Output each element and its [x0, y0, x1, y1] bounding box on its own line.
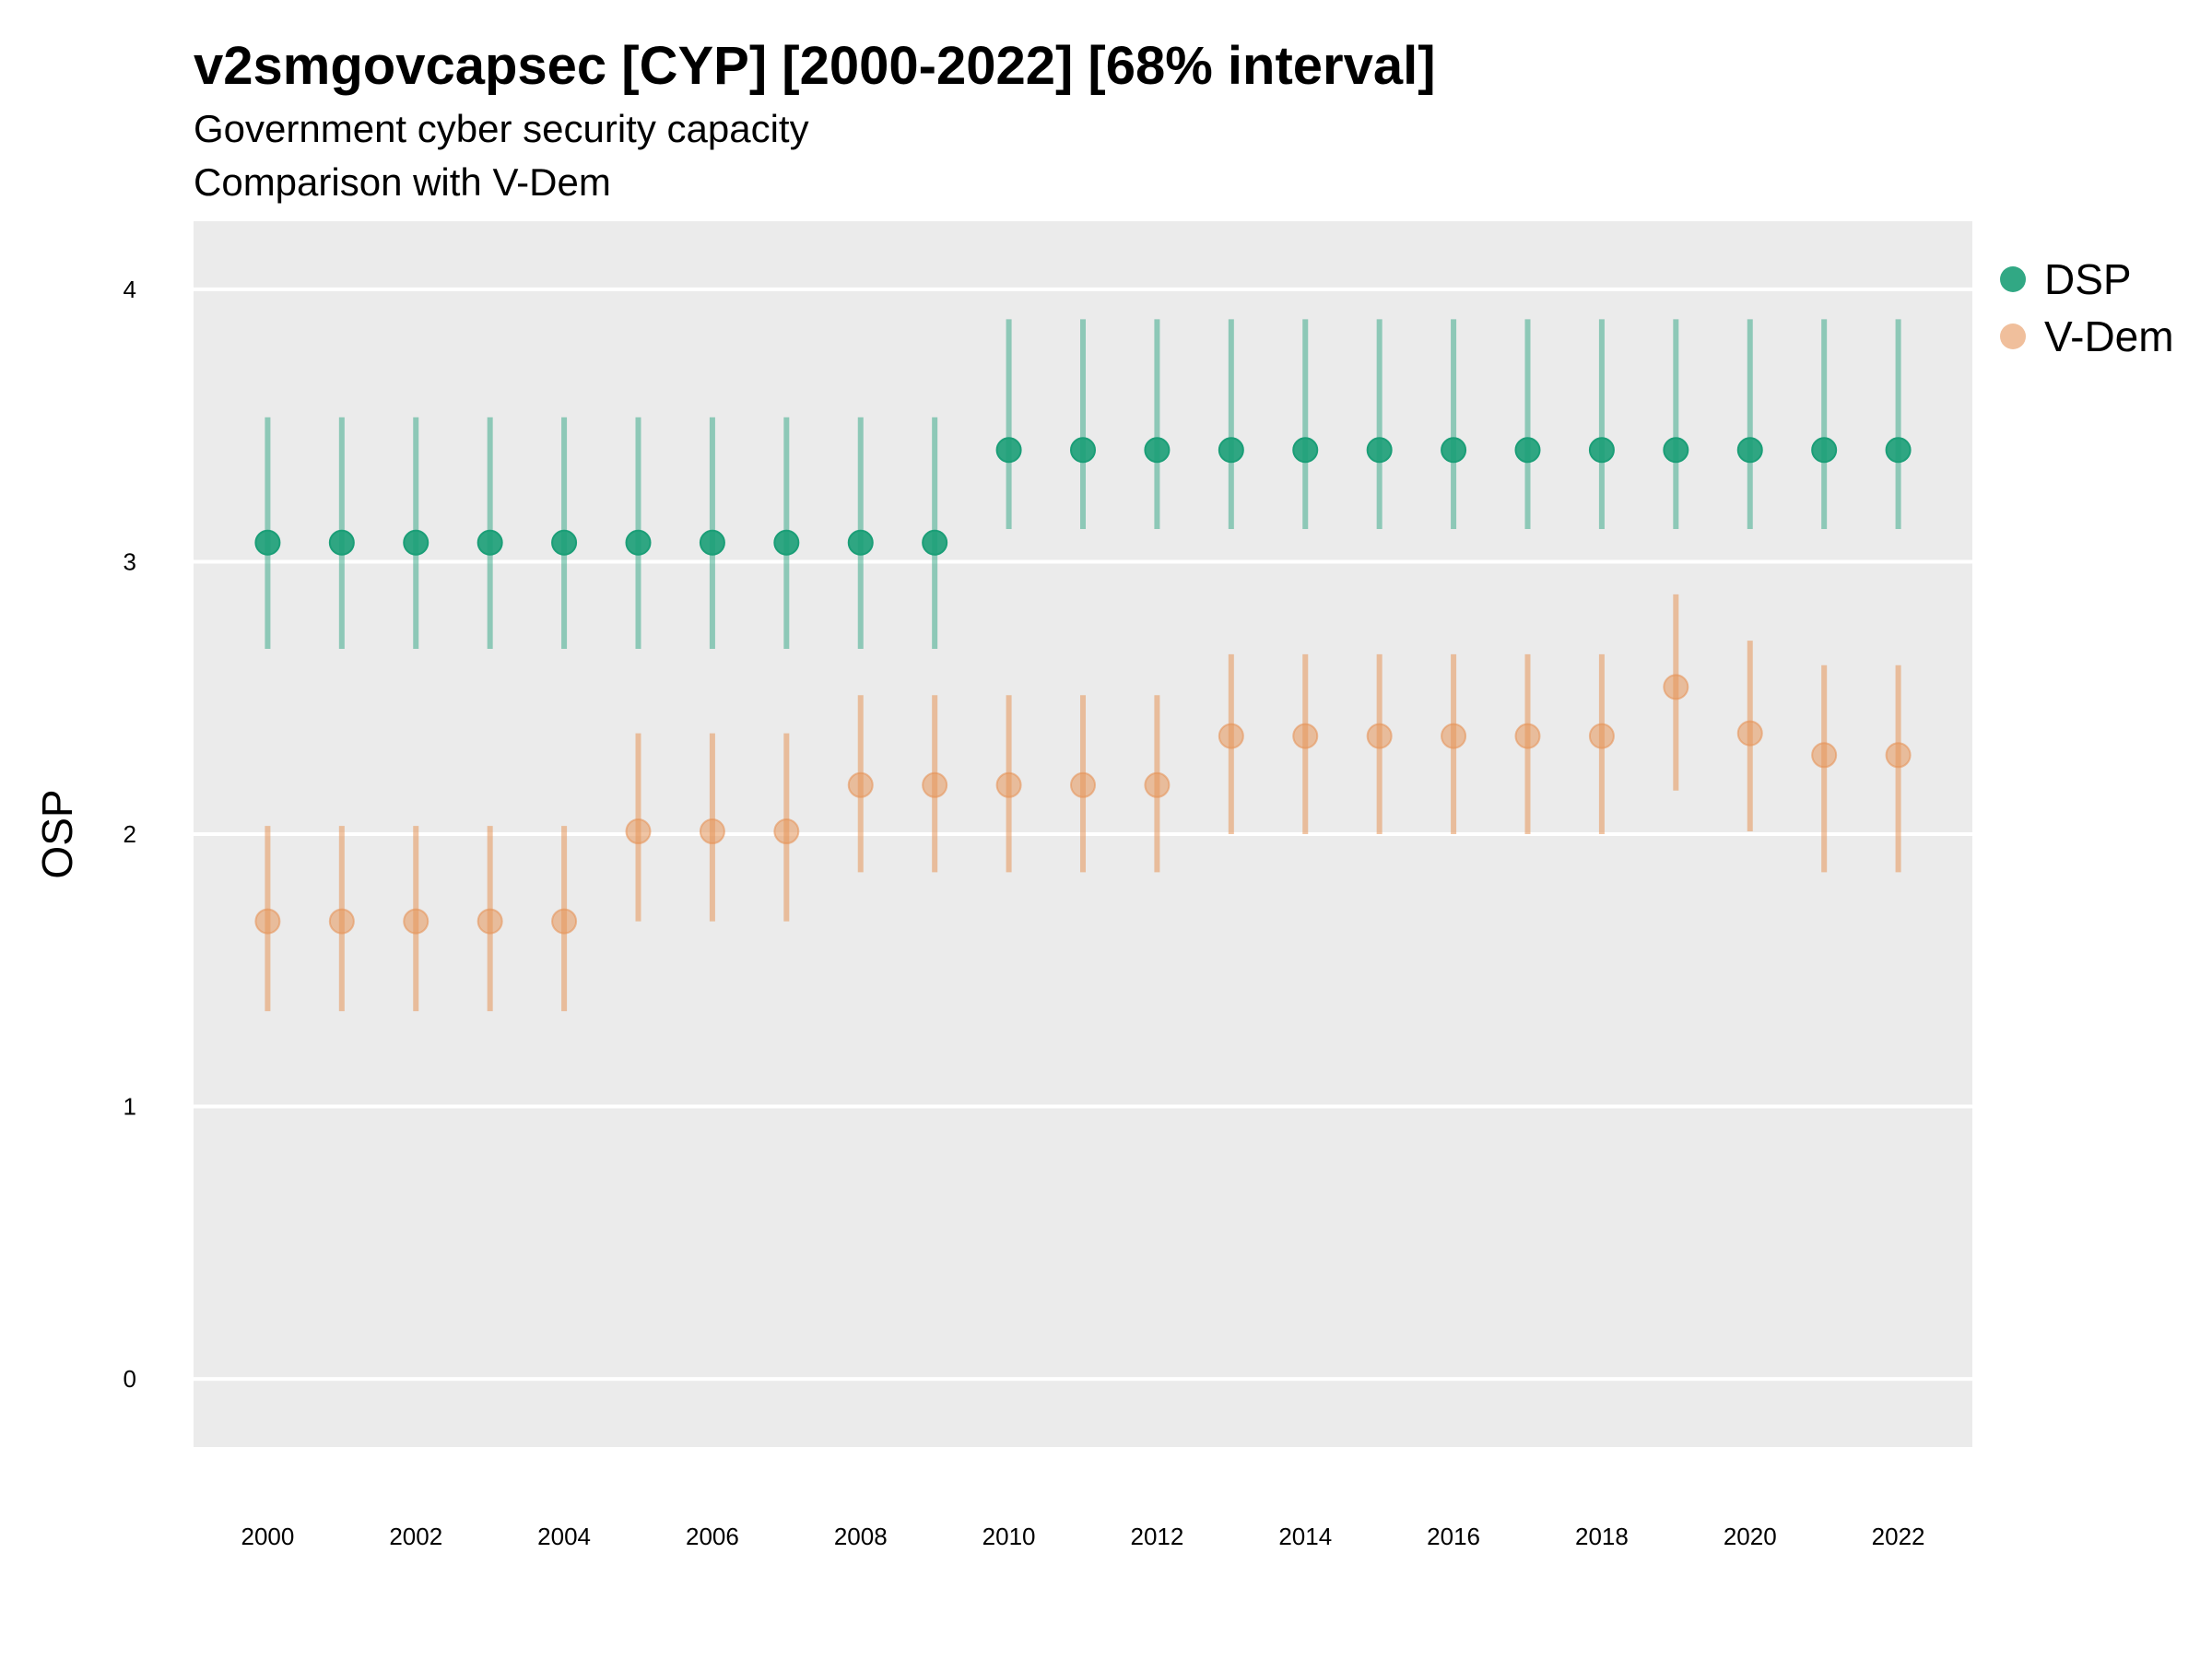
x-tick-label: 2014 [1278, 1523, 1332, 1550]
x-tick-label: 2008 [834, 1523, 888, 1550]
legend-label-vdem: V-Dem [2044, 312, 2174, 360]
point-vdem [847, 771, 874, 798]
legend-label-dsp: DSP [2044, 255, 2132, 303]
point-vdem [403, 908, 429, 935]
chart-subtitle-line-1: Government cyber security capacity [194, 107, 809, 150]
point-dsp [625, 529, 652, 556]
point-vdem [1736, 720, 1763, 747]
x-tick-label: 2020 [1724, 1523, 1777, 1550]
point-dsp [1811, 437, 1838, 464]
x-tick-label: 2000 [241, 1523, 294, 1550]
x-tick-label: 2010 [982, 1523, 1036, 1550]
y-tick-label: 2 [124, 820, 136, 848]
x-tick-label: 2016 [1427, 1523, 1480, 1550]
x-axis-ticks: 2000 2002 2004 2006 2008 2010 2012 2014 2016 2018… [241, 1523, 1924, 1550]
point-dsp [1663, 437, 1689, 464]
point-vdem [773, 818, 800, 845]
point-vdem [1811, 742, 1838, 769]
x-tick-label: 2012 [1130, 1523, 1183, 1550]
legend-key-vdem [2000, 324, 2026, 349]
y-tick-label: 1 [124, 1093, 136, 1121]
point-vdem [551, 908, 578, 935]
point-dsp [995, 437, 1022, 464]
point-vdem [1366, 723, 1393, 749]
point-dsp [1736, 437, 1763, 464]
point-vdem [922, 771, 948, 798]
point-dsp [773, 529, 800, 556]
point-dsp [1514, 437, 1541, 464]
x-tick-label: 2022 [1872, 1523, 1925, 1550]
point-vdem [1441, 723, 1467, 749]
grid-lines [194, 287, 1972, 1382]
x-tick-label: 2004 [537, 1523, 591, 1550]
x-tick-label: 2006 [686, 1523, 739, 1550]
point-dsp [403, 529, 429, 556]
y-tick-label: 3 [124, 547, 136, 575]
point-vdem [995, 771, 1022, 798]
point-vdem [477, 908, 503, 935]
y-axis-label: OSP [33, 789, 81, 878]
point-dsp [1588, 437, 1615, 464]
point-dsp [1070, 437, 1096, 464]
series-vdem [254, 594, 1912, 1012]
legend-key-dsp [2000, 266, 2026, 292]
point-dsp [1144, 437, 1171, 464]
point-vdem [1663, 674, 1689, 700]
point-vdem [699, 818, 725, 845]
point-vdem [625, 818, 652, 845]
point-vdem [254, 908, 281, 935]
x-tick-label: 2002 [389, 1523, 442, 1550]
legend-item-vdem: V-Dem [2000, 308, 2174, 365]
point-dsp [1218, 437, 1244, 464]
point-dsp [477, 529, 503, 556]
point-dsp [1441, 437, 1467, 464]
point-dsp [1292, 437, 1319, 464]
y-tick-label: 0 [124, 1365, 136, 1393]
point-vdem [1144, 771, 1171, 798]
series-layer [254, 319, 1912, 1012]
chart-subtitle-line-2: Comparison with V-Dem [194, 160, 611, 204]
point-vdem [1218, 723, 1244, 749]
legend: DSP V-Dem [2000, 251, 2174, 365]
series-dsp [254, 319, 1912, 650]
point-vdem [1885, 742, 1912, 769]
y-axis-ticks: 0 1 2 3 4 [124, 276, 136, 1393]
point-vdem [1070, 771, 1096, 798]
x-tick-label: 2018 [1575, 1523, 1629, 1550]
legend-item-dsp: DSP [2000, 251, 2174, 308]
point-dsp [847, 529, 874, 556]
point-dsp [551, 529, 578, 556]
point-dsp [254, 529, 281, 556]
point-dsp [699, 529, 725, 556]
point-dsp [922, 529, 948, 556]
point-vdem [1514, 723, 1541, 749]
point-dsp [1366, 437, 1393, 464]
point-vdem [328, 908, 355, 935]
chart-title: v2smgovcapsec [CYP] [2000-2022] [68% int… [194, 36, 1436, 96]
y-tick-label: 4 [124, 276, 136, 303]
point-vdem [1292, 723, 1319, 749]
point-vdem [1588, 723, 1615, 749]
point-dsp [1885, 437, 1912, 464]
point-dsp [328, 529, 355, 556]
